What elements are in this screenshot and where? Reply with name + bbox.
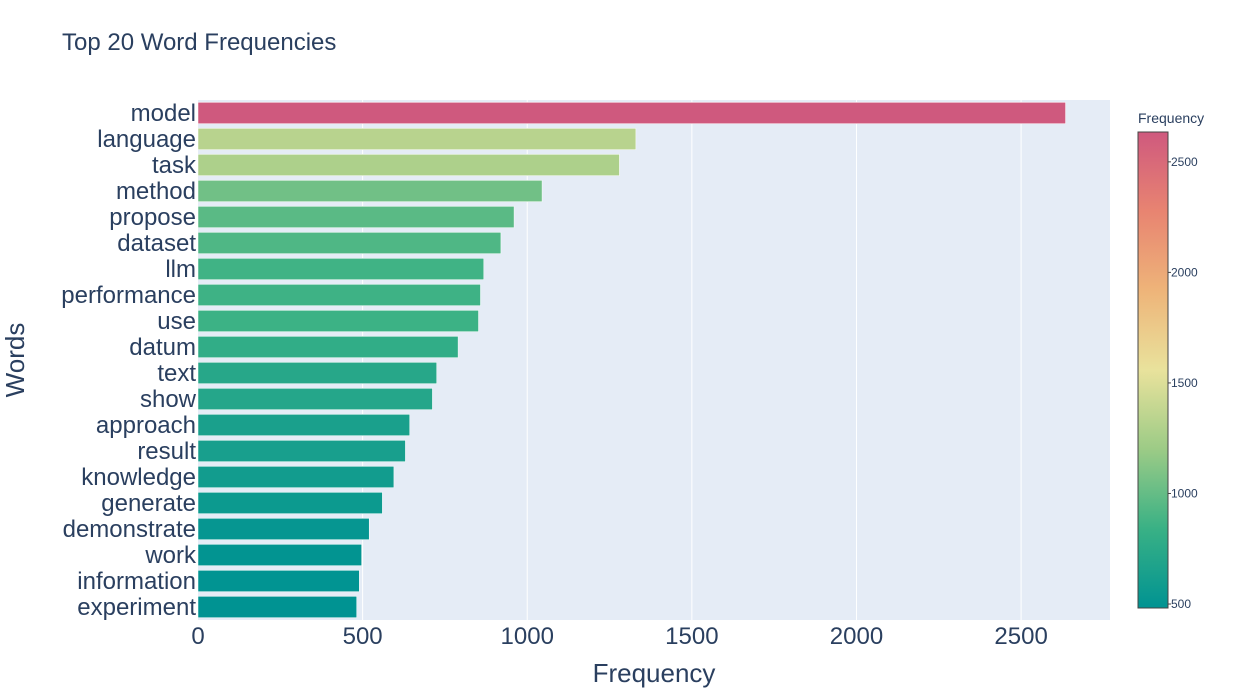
x-tick-label: 1500 [665,623,718,650]
colorbar [1137,131,1169,609]
bar-approach[interactable] [197,414,410,436]
x-tick-label: 2500 [994,623,1047,650]
y-tick-label: method [116,178,196,205]
y-tick-label: dataset [117,230,196,257]
bar-show[interactable] [197,388,433,410]
bar-demonstrate[interactable] [197,518,370,540]
x-tick-label: 1000 [501,623,554,650]
bar-experiment[interactable] [197,596,357,618]
y-axis-title: Words [0,323,30,398]
y-tick-label: generate [101,490,196,517]
bar-task[interactable] [197,154,620,176]
bar-model[interactable] [197,102,1066,124]
bar-text[interactable] [197,362,437,384]
colorbar-tick-label: 500 [1171,597,1191,611]
y-tick-labels: modellanguagetaskmethodproposedatasetllm… [61,100,197,621]
y-tick-label: approach [96,412,196,439]
colorbar-tick-label: 2500 [1171,155,1198,169]
y-tick-label: task [152,152,197,179]
y-tick-label: performance [61,282,196,309]
x-axis-title: Frequency [593,658,716,688]
bar-information[interactable] [197,570,360,592]
y-tick-label: text [157,360,196,387]
bars [197,102,1066,618]
x-tick-labels: 0 500 1000 1500 2000 2500 [191,623,1047,650]
bar-performance[interactable] [197,284,481,306]
y-tick-label: knowledge [81,464,196,491]
bar-language[interactable] [197,128,637,150]
bar-llm[interactable] [197,258,485,280]
bar-use[interactable] [197,310,479,332]
x-tick-label: 500 [343,623,383,650]
colorbar-ticks: 500 1000 1500 2000 2500 [1168,155,1198,611]
bar-propose[interactable] [197,206,515,228]
x-tick-label: 0 [191,623,204,650]
y-tick-label: experiment [77,594,196,621]
x-tick-label: 2000 [830,623,883,650]
y-tick-label: information [77,568,196,595]
bar-generate[interactable] [197,492,383,514]
bar-knowledge[interactable] [197,466,395,488]
colorbar-title: Frequency [1138,110,1204,126]
y-tick-label: language [97,126,196,153]
y-tick-label: work [144,542,197,569]
y-tick-label: result [137,438,196,465]
chart-title: Top 20 Word Frequencies [62,29,336,56]
y-tick-label: llm [165,256,196,283]
y-tick-label: datum [129,334,196,361]
colorbar-tick-label: 2000 [1171,265,1198,279]
bar-dataset[interactable] [197,232,502,254]
plot-background [198,100,1110,620]
bar-result[interactable] [197,440,406,462]
y-tick-label: model [131,100,196,127]
y-tick-label: propose [109,204,196,231]
y-tick-label: show [140,386,197,413]
y-tick-label: use [157,308,196,335]
bar-work[interactable] [197,544,362,566]
bar-method[interactable] [197,180,543,202]
colorbar-tick-label: 1500 [1171,376,1198,390]
bar-datum[interactable] [197,336,459,358]
colorbar-tick-label: 1000 [1171,486,1198,500]
y-tick-label: demonstrate [63,516,196,543]
